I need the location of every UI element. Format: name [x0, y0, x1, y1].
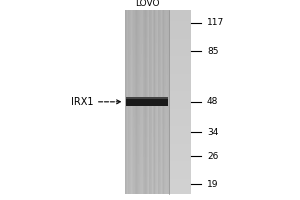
Text: 117: 117 — [207, 18, 224, 27]
Bar — [126, 97, 168, 106]
Text: 85: 85 — [207, 47, 218, 56]
Bar — [126, 97, 168, 99]
Text: LOVO: LOVO — [135, 0, 159, 8]
Text: 26: 26 — [207, 152, 218, 161]
Text: 34: 34 — [207, 128, 218, 137]
Text: 48: 48 — [207, 97, 218, 106]
Text: IRX1: IRX1 — [70, 97, 121, 107]
Text: 19: 19 — [207, 180, 218, 189]
